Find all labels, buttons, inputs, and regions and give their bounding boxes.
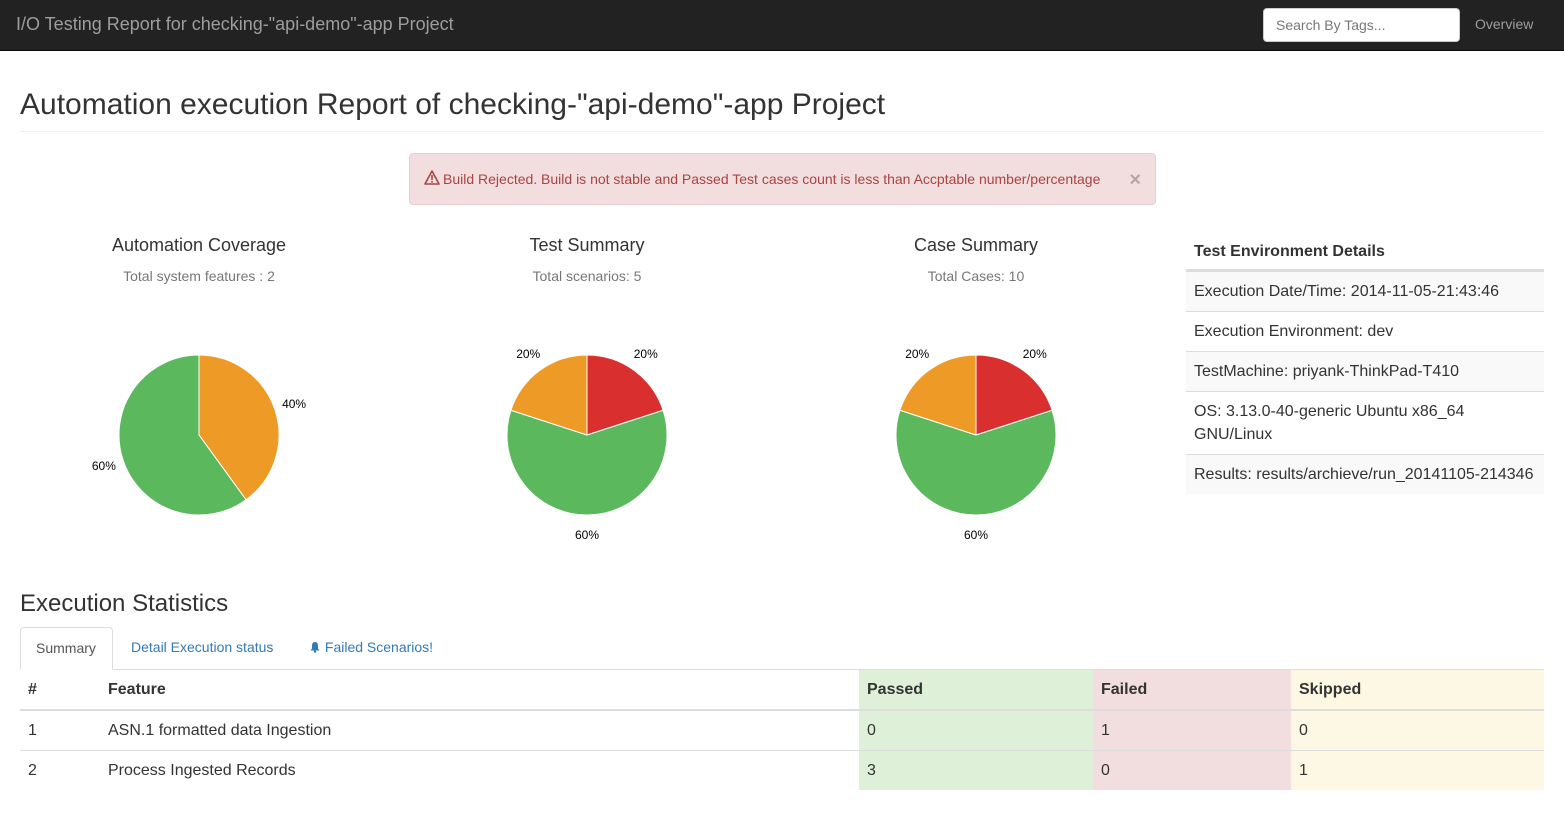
col-feature: Feature	[100, 670, 859, 711]
alert-close-button[interactable]: ×	[1129, 169, 1141, 191]
environment-row: Execution Date/Time: 2014-11-05-21:43:46	[1186, 271, 1544, 311]
nav-overview-link[interactable]: Overview	[1475, 16, 1534, 32]
environment-row: OS: 3.13.0-40-generic Ubuntu x86_64 GNU/…	[1186, 391, 1544, 454]
chart-subtitle: Total scenarios: 5	[532, 268, 642, 284]
navbar: I/O Testing Report for checking-"api-dem…	[0, 0, 1564, 51]
pie-slice	[975, 354, 1053, 436]
cell-failed: 1	[1093, 709, 1291, 751]
table-header-row: # Feature Passed Failed Skipped	[20, 670, 1544, 711]
tab-detail-execution-status[interactable]: Detail Execution status	[131, 639, 274, 655]
table-row: 1 ASN.1 formatted data Ingestion 0 1 0	[20, 709, 1544, 751]
pie-slice-label: 20%	[1023, 347, 1047, 361]
environment-row: Results: results/archieve/run_20141105-2…	[1186, 454, 1544, 494]
warning-triangle-icon	[424, 170, 440, 188]
cell-feature: Process Ingested Records	[100, 750, 859, 790]
automation-coverage-chart: Automation Coverage Total system feature…	[19, 235, 379, 516]
cell-passed: 3	[859, 750, 1093, 790]
col-passed: Passed	[859, 670, 1093, 711]
chart-title: Test Summary	[529, 235, 645, 255]
search-tags-input[interactable]	[1263, 8, 1460, 42]
page-title: Automation execution Report of checking-…	[20, 88, 886, 121]
execution-statistics-title: Execution Statistics	[20, 590, 229, 617]
navbar-brand[interactable]: I/O Testing Report for checking-"api-dem…	[16, 14, 454, 34]
pie-slice	[198, 354, 280, 501]
cell-failed: 0	[1093, 750, 1291, 790]
tab-failed-scenarios[interactable]: Failed Scenarios!	[294, 627, 448, 670]
pie-slice-label: 60%	[964, 528, 988, 542]
environment-heading: Test Environment Details	[1186, 235, 1544, 271]
cell-number: 1	[20, 709, 100, 751]
test-summary-chart: Test Summary Total scenarios: 5 20% 60% 20…	[407, 235, 767, 542]
cell-feature: ASN.1 formatted data Ingestion	[100, 709, 859, 751]
pie-slice	[118, 354, 247, 516]
execution-statistics-table: # Feature Passed Failed Skipped 1 ASN.1 …	[20, 670, 1544, 790]
build-rejected-alert: Build Rejected. Build is not stable and …	[409, 153, 1156, 205]
automation-coverage-pie: 40% 60%	[92, 354, 306, 516]
pie-slice	[506, 409, 668, 516]
cell-skipped: 0	[1291, 709, 1544, 751]
cell-passed: 0	[859, 709, 1093, 751]
chart-title: Case Summary	[913, 235, 1039, 255]
environment-row: Execution Environment: dev	[1186, 311, 1544, 351]
pie-slice-label: 20%	[516, 347, 540, 361]
environment-row: TestMachine: priyank-ThinkPad-T410	[1186, 351, 1544, 391]
cell-number: 2	[20, 750, 100, 790]
col-number: #	[20, 670, 100, 711]
chart-subtitle: Total Cases: 10	[927, 268, 1025, 284]
test-summary-pie: 20% 60% 20%	[506, 347, 668, 542]
col-failed: Failed	[1093, 670, 1291, 711]
pie-slice-label: 40%	[282, 397, 306, 411]
alert-message: Build Rejected. Build is not stable and …	[443, 171, 1101, 187]
title-divider	[20, 131, 1544, 132]
chart-subtitle: Total system features : 2	[123, 268, 275, 284]
pie-slice-label: 20%	[905, 347, 929, 361]
chart-title: Automation Coverage	[111, 235, 287, 255]
test-environment-table: Test Environment Details Execution Date/…	[1186, 235, 1544, 494]
pie-slice-label: 60%	[92, 459, 116, 473]
case-summary-pie: 20% 60% 20%	[895, 347, 1057, 542]
stats-tabs: Summary Detail Execution status Failed S…	[20, 627, 1544, 670]
pie-slice	[586, 354, 664, 436]
bell-icon	[309, 639, 325, 655]
tab-summary[interactable]: Summary	[20, 627, 113, 670]
pie-slice	[895, 409, 1057, 516]
pie-slice-label: 20%	[634, 347, 658, 361]
pie-slice	[899, 354, 977, 436]
tab-label: Failed Scenarios!	[324, 639, 434, 655]
pie-slice	[510, 354, 588, 436]
cell-skipped: 1	[1291, 750, 1544, 790]
col-skipped: Skipped	[1291, 670, 1544, 711]
pie-slice-label: 60%	[575, 528, 599, 542]
case-summary-chart: Case Summary Total Cases: 10 20% 60% 20%	[796, 235, 1156, 542]
table-row: 2 Process Ingested Records 3 0 1	[20, 750, 1544, 790]
